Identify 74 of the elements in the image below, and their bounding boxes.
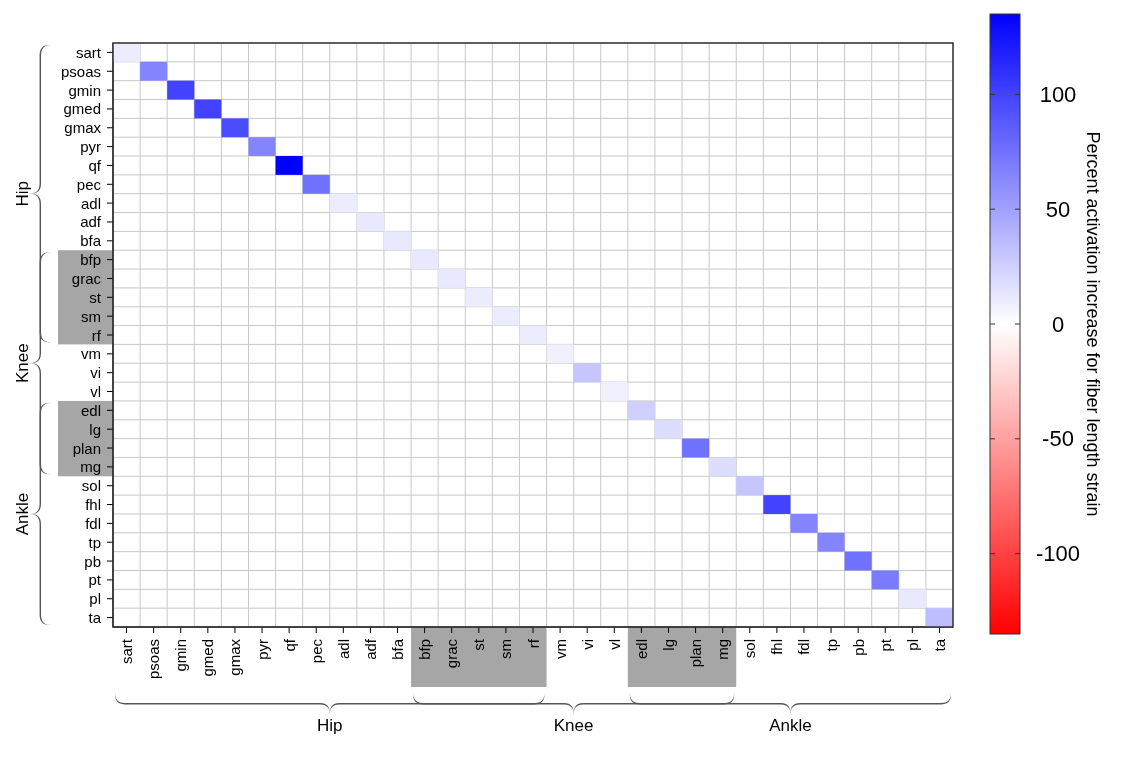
- x-tick-label: gmin: [172, 639, 190, 672]
- y-tick-label: bfa: [80, 232, 102, 250]
- y-tick-label: plan: [72, 439, 101, 457]
- x-tick-label: tp: [822, 639, 840, 652]
- x-tick-label: plan: [687, 639, 705, 668]
- y-tick-label: psoas: [60, 62, 101, 80]
- text: Knee: [553, 716, 594, 735]
- x-tick-label: grac: [443, 638, 461, 669]
- x-tick-label: bfa: [389, 638, 407, 660]
- y-tick-label: adf: [80, 213, 102, 231]
- y-tick-label: pyr: [80, 138, 101, 156]
- x-tick-label: pec: [307, 638, 325, 664]
- y-tick-label: grac: [71, 269, 102, 287]
- y-tick-label: sm: [81, 307, 101, 325]
- y-tick-label: pec: [76, 175, 102, 193]
- x-tick-label: gmed: [199, 639, 217, 677]
- color-bar-label: -100: [1035, 541, 1081, 567]
- x-tick-label: pl: [903, 639, 921, 651]
- y-tick-label: gmin: [68, 81, 101, 99]
- text: Hip: [13, 180, 33, 207]
- x-tick-label: st: [470, 638, 488, 651]
- y-tick-label: vi: [90, 364, 101, 382]
- x-tick-label: gmax: [226, 638, 244, 676]
- y-tick-label: sart: [75, 43, 102, 61]
- x-tick-label: vl: [605, 639, 623, 650]
- y-tick-label: pl: [89, 590, 101, 608]
- color-bar-title: Percent activation increase for fiber length strain: [1083, 131, 1103, 517]
- y-tick-label: mg: [80, 458, 101, 476]
- y-tick-label: fdl: [85, 514, 101, 532]
- x-tick-label: fdl: [795, 639, 813, 655]
- y-tick-label: vm: [81, 345, 101, 363]
- x-tick-label: fhl: [768, 639, 786, 655]
- y-tick-label: tp: [88, 533, 101, 551]
- y-tick-label: qf: [88, 156, 102, 174]
- x-tick-label: rf: [524, 638, 542, 649]
- x-tick-label: sart: [118, 638, 136, 665]
- color-bar-label: 0: [1051, 311, 1065, 337]
- y-tick-label: sol: [81, 477, 101, 495]
- y-tick-label: lg: [89, 420, 101, 438]
- x-tick-label: edl: [632, 639, 650, 660]
- y-tick-label: pb: [84, 552, 101, 570]
- y-tick-label: bfp: [80, 251, 101, 269]
- text: Hip: [317, 716, 343, 735]
- y-tick-label: st: [89, 288, 102, 306]
- text: Knee: [13, 343, 33, 384]
- y-tick-label: gmax: [64, 119, 102, 137]
- y-tick-label: pt: [88, 571, 102, 589]
- x-tick-label: pyr: [253, 639, 271, 660]
- x-tick-label: pt: [876, 638, 894, 652]
- x-tick-label: adf: [361, 638, 379, 660]
- y-tick-label: rf: [91, 326, 102, 344]
- text: Ankle: [769, 716, 812, 735]
- y-tick-label: fhl: [85, 496, 101, 514]
- x-tick-label: mg: [714, 639, 732, 660]
- x-tick-label: vi: [578, 639, 596, 650]
- color-bar-label: -50: [1042, 426, 1074, 452]
- x-tick-label: lg: [659, 639, 677, 651]
- y-tick-label: vl: [90, 383, 101, 401]
- y-tick-label: ta: [88, 609, 102, 627]
- x-tick-label: vm: [551, 639, 569, 659]
- color-bar-label: 100: [1039, 81, 1077, 107]
- x-tick-label: sm: [497, 639, 515, 659]
- x-tick-label: pb: [849, 639, 867, 656]
- x-tick-label: adl: [334, 639, 352, 660]
- y-tick-label: gmed: [63, 100, 101, 118]
- x-tick-label: ta: [930, 638, 948, 652]
- x-tick-label: psoas: [145, 639, 163, 680]
- y-tick-label: adl: [80, 194, 101, 212]
- color-bar-label: 50: [1045, 196, 1071, 222]
- text: Ankle: [13, 492, 33, 536]
- x-tick-label: sol: [741, 639, 759, 659]
- x-tick-label: bfp: [416, 639, 434, 660]
- y-tick-label: edl: [80, 401, 101, 419]
- x-tick-label: qf: [280, 638, 298, 652]
